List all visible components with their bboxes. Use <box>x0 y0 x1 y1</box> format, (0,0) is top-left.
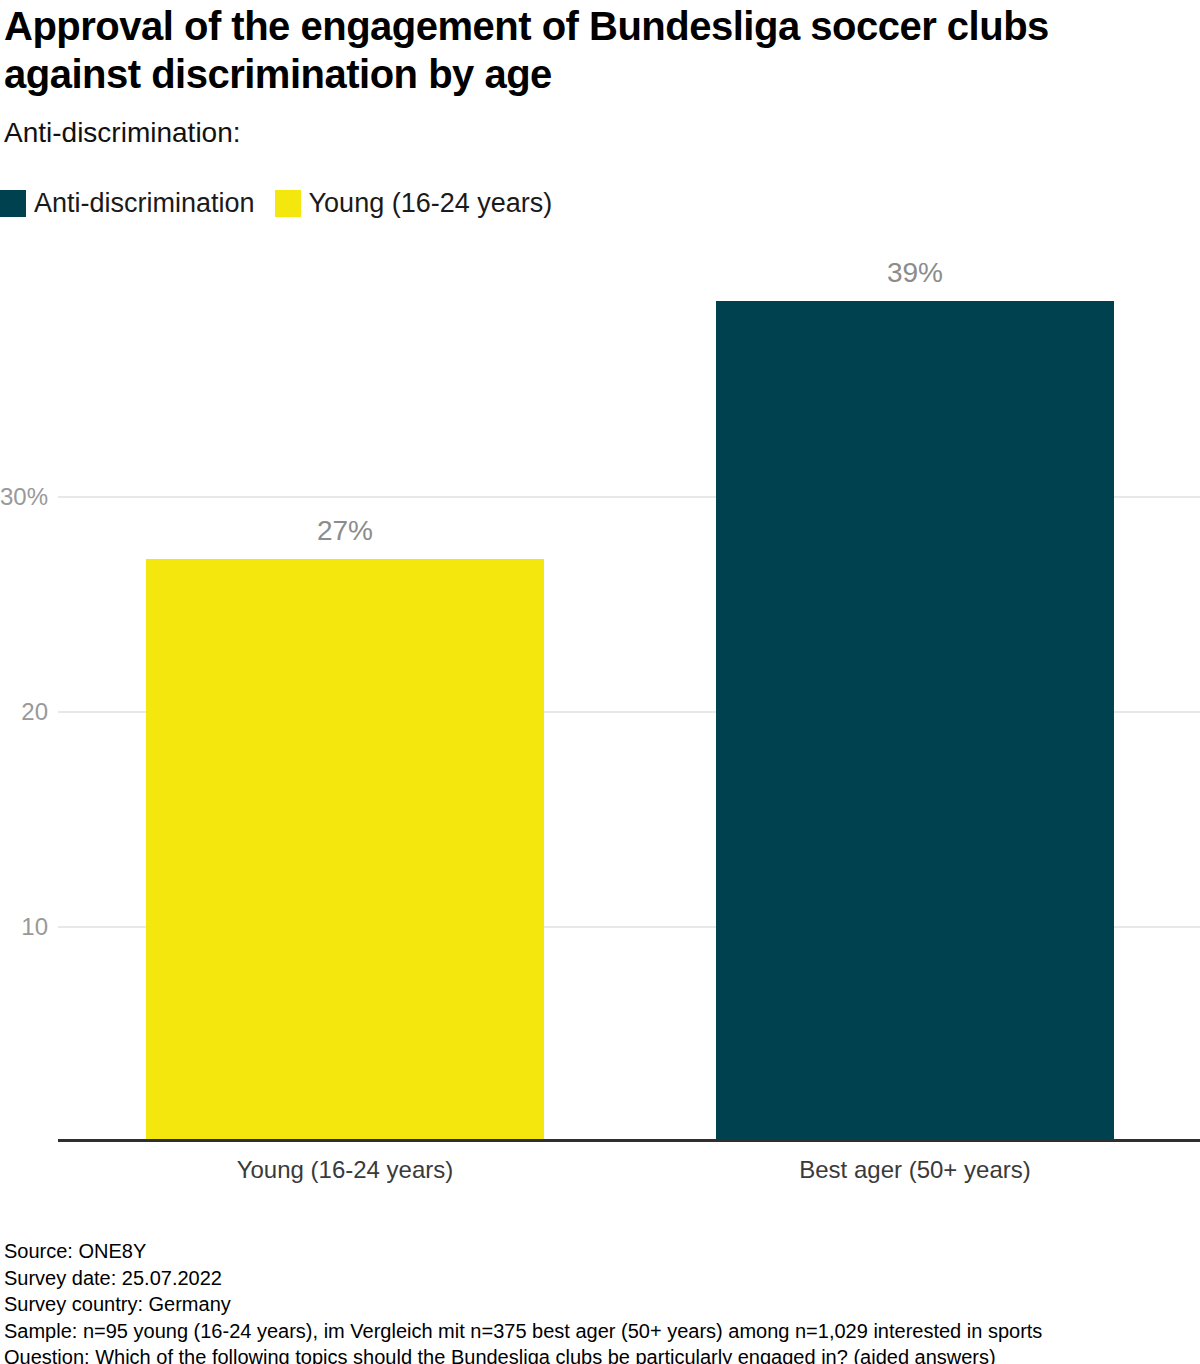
footer-sample: Sample: n=95 young (16-24 years), im Ver… <box>4 1318 1042 1345</box>
chart-canvas: Approval of the engagement of Bundesliga… <box>0 0 1200 1364</box>
y-axis-tick-label-20: 20 <box>0 697 48 727</box>
footer: Source: ONE8Y Survey date: 25.07.2022 Su… <box>4 1238 1042 1364</box>
y-axis-tick-label-30: 30% <box>0 482 48 512</box>
footer-question: Question: Which of the following topics … <box>4 1344 1042 1364</box>
footer-survey-country: Survey country: Germany <box>4 1291 1042 1318</box>
footer-survey-date: Survey date: 25.07.2022 <box>4 1265 1042 1292</box>
y-axis-tick-label-10: 10 <box>0 912 48 942</box>
value-label-best-ager-50-years: 39% <box>716 257 1114 289</box>
value-label-young-16-24-years: 27% <box>146 515 544 547</box>
footer-source: Source: ONE8Y <box>4 1238 1042 1265</box>
x-axis-label-best-ager-50-years: Best ager (50+ years) <box>630 1156 1200 1184</box>
bar-best-ager-50-years <box>716 301 1114 1140</box>
x-axis-line <box>58 1139 1200 1142</box>
x-axis-label-young-16-24-years: Young (16-24 years) <box>60 1156 630 1184</box>
bar-young-16-24-years <box>146 559 544 1140</box>
plot-area: 10 20 30% 27% Young (16-24 years) 39% Best age… <box>0 0 1200 1364</box>
